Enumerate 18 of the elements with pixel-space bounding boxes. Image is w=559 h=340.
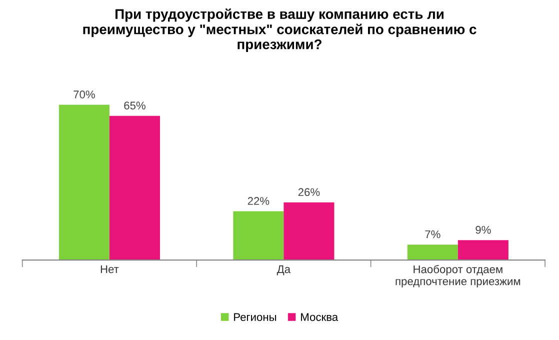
data-label: 22% [248,197,270,205]
x-tick-label: Нет [100,265,119,274]
chart-title: При трудоустройстве в вашу компанию есть ли преимущество у "местных" соискателей по сравнению с приезжими? [83,8,476,52]
data-label: 7% [425,230,440,238]
x-tick-label: Да [276,265,291,276]
data-label: 26% [298,188,320,196]
bar [58,104,110,260]
bar [458,240,508,260]
data-label: 70% [74,90,95,98]
x-tick-label: Наоборот отдаем предпочтение приезжим [396,264,520,288]
data-label: 65% [124,102,146,110]
bar [109,116,160,260]
bar [407,244,458,260]
data-label: 9% [476,226,491,234]
legend-label: Регионы [234,313,276,322]
bar [233,211,284,260]
bar [284,202,334,260]
legend-label: Москва [301,313,338,322]
